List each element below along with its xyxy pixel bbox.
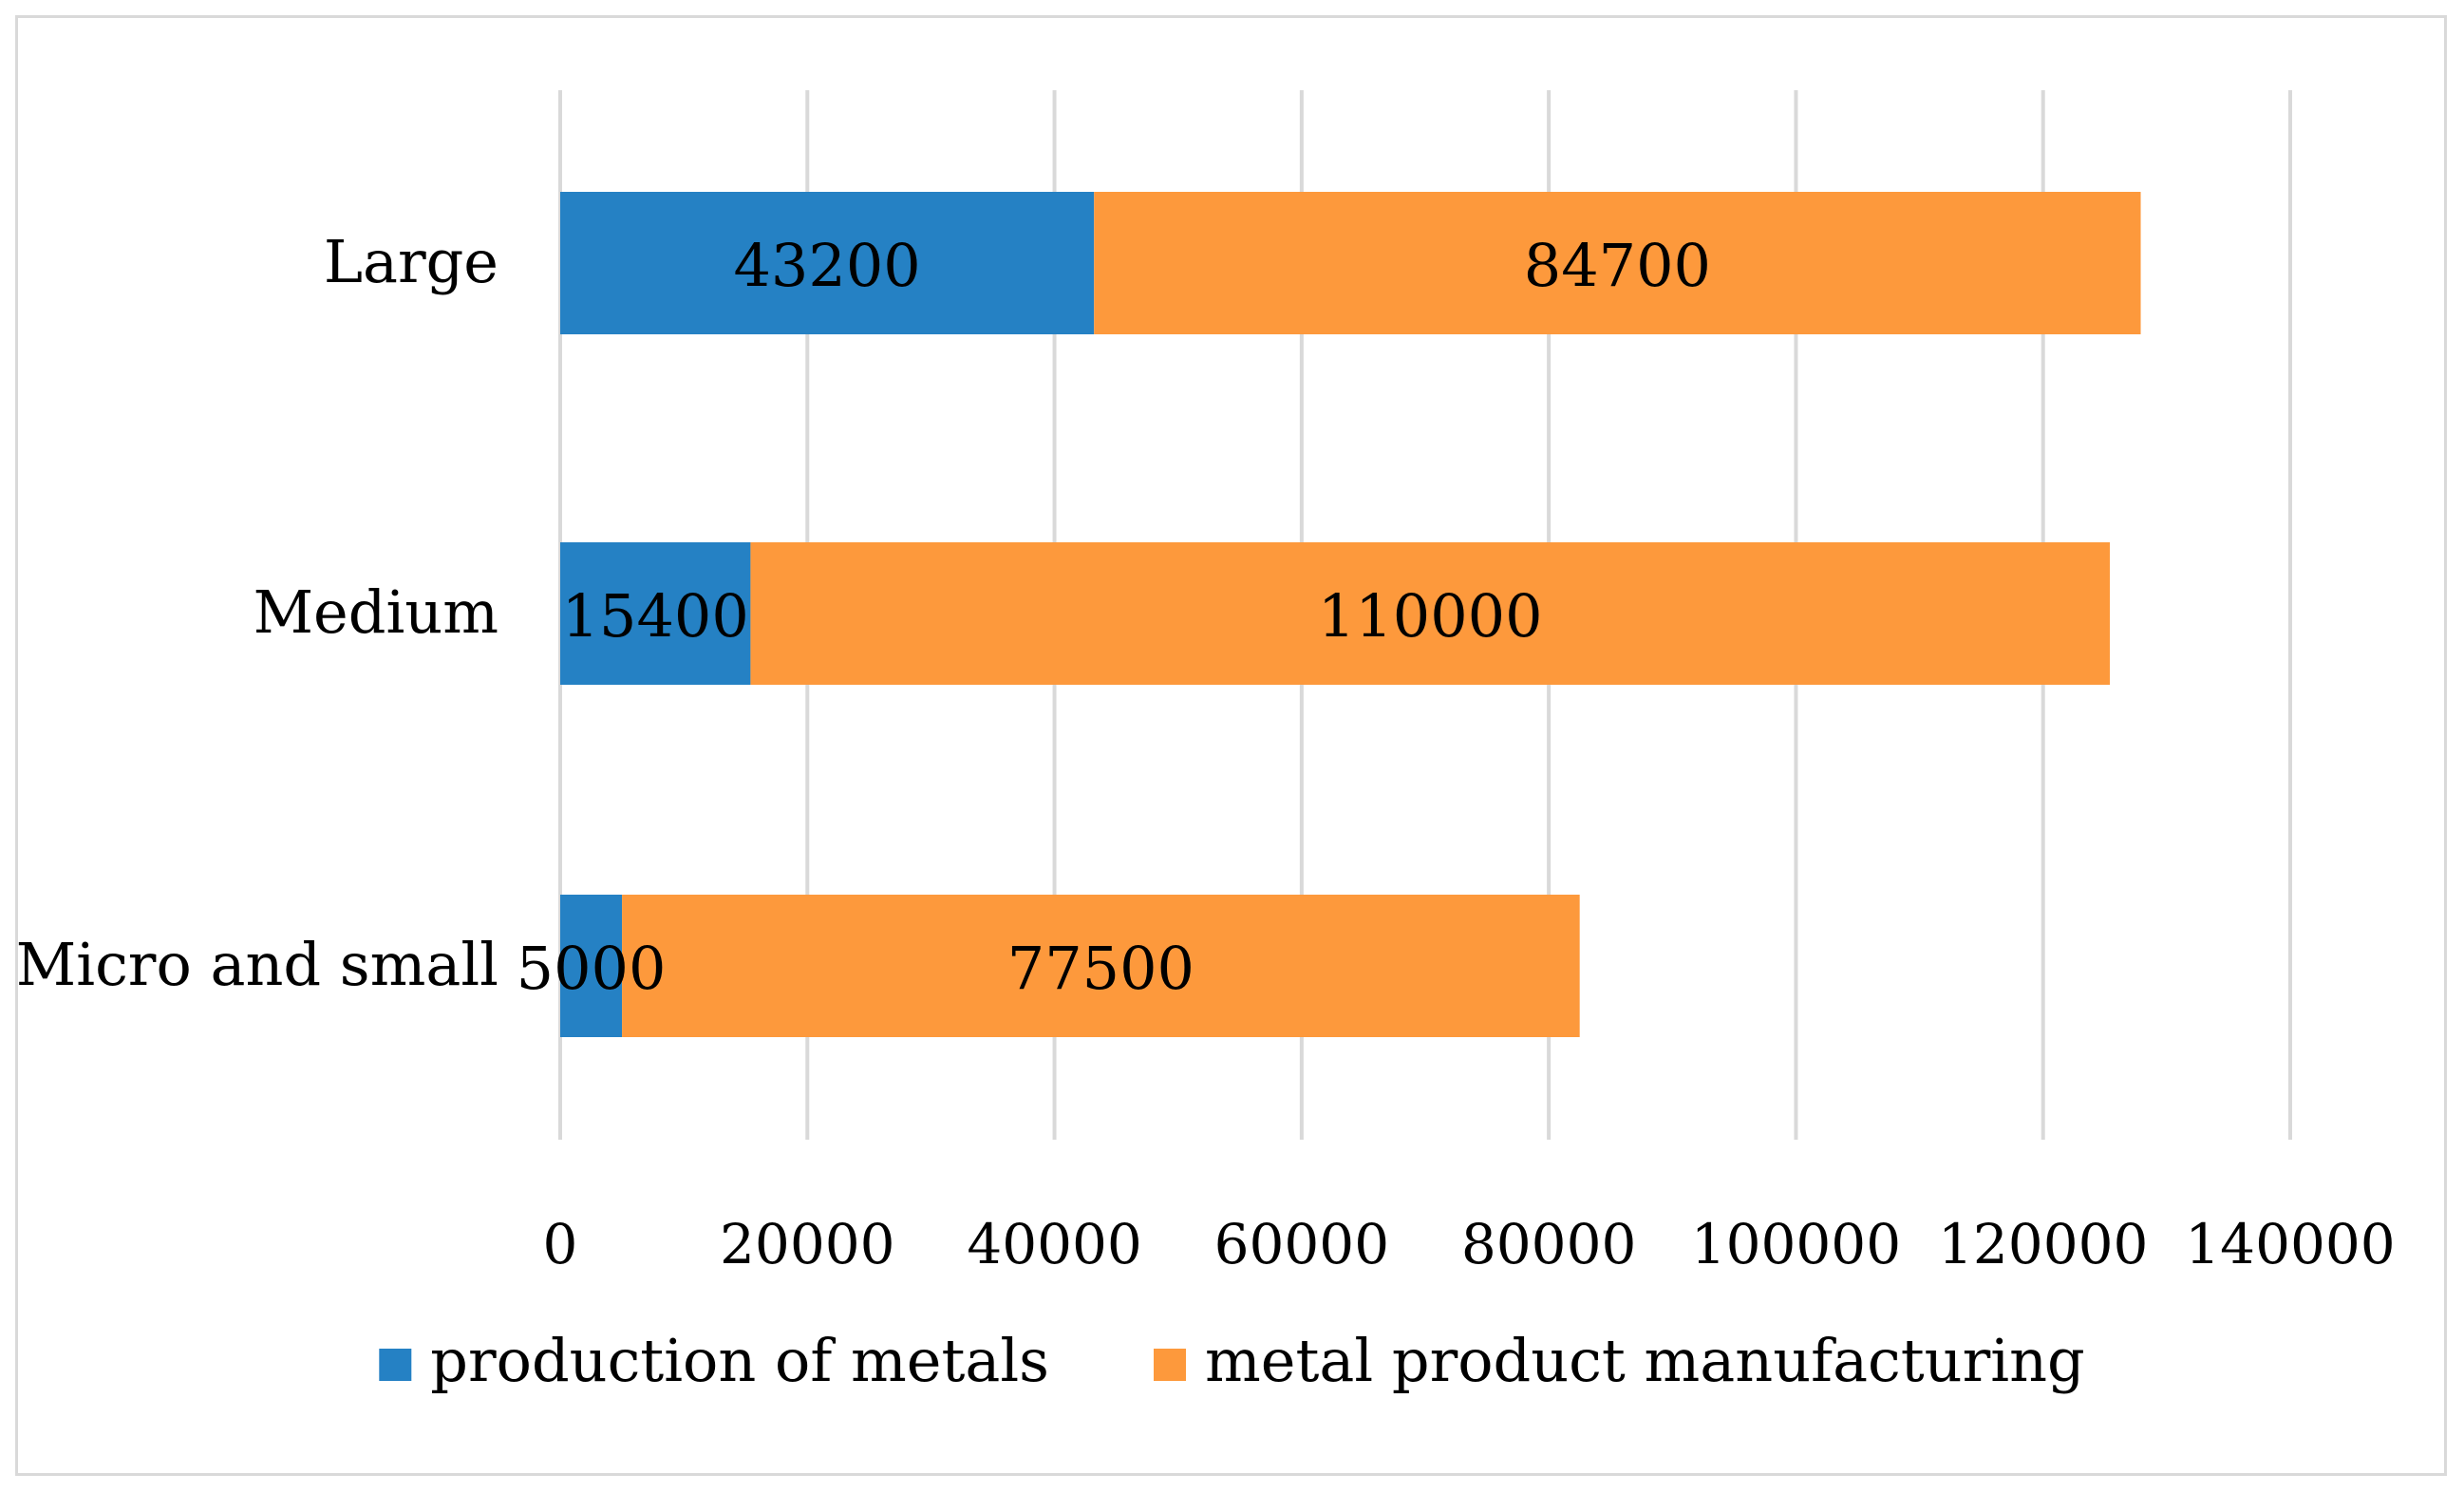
data-label: 5000 bbox=[517, 934, 667, 1003]
axis-labels: 0 20000 40000 60000 80000 100000 120000 140000 L… bbox=[16, 227, 2396, 1276]
x-tick-label: 60000 bbox=[1214, 1212, 1390, 1276]
x-tick-label: 80000 bbox=[1461, 1212, 1637, 1276]
bars bbox=[560, 192, 2141, 1037]
legend-swatch bbox=[379, 1349, 412, 1381]
data-labels: 43200 84700 15400 110000 5000 77500 bbox=[517, 231, 1711, 1003]
category-label: Micro and small bbox=[16, 930, 498, 999]
bar-segment bbox=[1094, 192, 2141, 334]
data-label: 77500 bbox=[1007, 934, 1194, 1003]
category-label: Medium bbox=[254, 577, 498, 647]
x-tick-label: 140000 bbox=[2185, 1212, 2395, 1276]
data-label: 84700 bbox=[1524, 231, 1711, 300]
x-tick-label: 120000 bbox=[1938, 1212, 2148, 1276]
bar-segment bbox=[560, 895, 623, 1037]
bar-segment bbox=[750, 542, 2110, 685]
legend-swatch bbox=[1154, 1349, 1186, 1381]
data-label: 15400 bbox=[562, 581, 749, 651]
x-tick-label: 40000 bbox=[967, 1212, 1142, 1276]
bar-segment bbox=[560, 192, 1095, 334]
legend: production of metals metal product manufa… bbox=[379, 1326, 2085, 1395]
category-label: Large bbox=[324, 227, 498, 296]
legend-label: production of metals bbox=[430, 1326, 1049, 1395]
x-tick-label: 100000 bbox=[1691, 1212, 1901, 1276]
bar-segment bbox=[560, 542, 751, 685]
x-tick-label: 0 bbox=[543, 1212, 578, 1276]
data-label: 43200 bbox=[733, 231, 920, 300]
data-label: 110000 bbox=[1318, 581, 1543, 651]
x-tick-label: 20000 bbox=[720, 1212, 895, 1276]
legend-label: metal product manufacturing bbox=[1205, 1326, 2085, 1395]
bar-segment bbox=[622, 895, 1580, 1037]
